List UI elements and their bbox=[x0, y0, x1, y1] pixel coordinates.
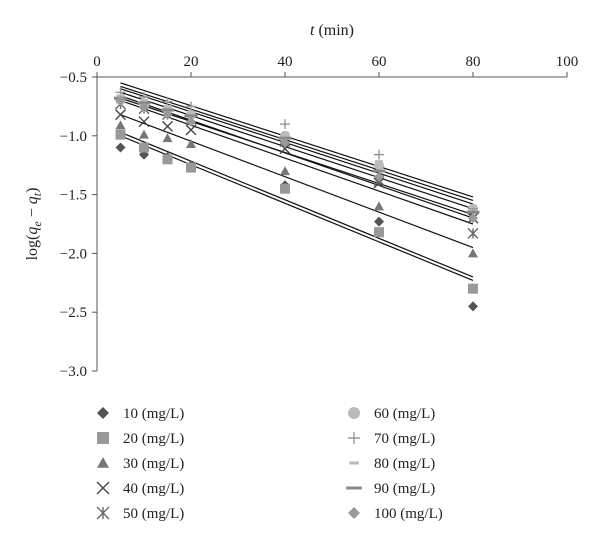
point-x bbox=[162, 120, 173, 132]
legend-label: 80 (mg/L) bbox=[374, 456, 435, 472]
point-dash bbox=[140, 99, 148, 103]
y-tick-label: −1.0 bbox=[60, 129, 87, 145]
point-diamond bbox=[139, 102, 149, 113]
point-square bbox=[139, 142, 149, 153]
point-diamond bbox=[374, 216, 384, 227]
fit-line bbox=[120, 97, 474, 216]
point-square bbox=[186, 162, 196, 173]
point-diamond bbox=[115, 95, 126, 106]
point-diamond bbox=[468, 213, 478, 224]
point-square bbox=[280, 183, 290, 194]
y-tick-label: −2.5 bbox=[60, 305, 87, 321]
point-diamond bbox=[115, 142, 126, 153]
y-axis-title: log(qe − qt) bbox=[24, 188, 44, 261]
point-asterisk bbox=[96, 506, 110, 520]
point-dash bbox=[349, 461, 359, 465]
point-triangle bbox=[97, 457, 109, 468]
point-triangle bbox=[186, 139, 196, 149]
legend-label: 50 (mg/L) bbox=[123, 506, 184, 522]
point-triangle bbox=[139, 129, 149, 139]
legend-label: 100 (mg/L) bbox=[374, 506, 443, 522]
point-square bbox=[162, 154, 173, 165]
x-tick-label: 60 bbox=[372, 54, 387, 70]
point-triangle bbox=[115, 120, 126, 130]
legend-label: 30 (mg/L) bbox=[123, 456, 184, 472]
point-plus bbox=[280, 119, 290, 130]
point-triangle bbox=[162, 133, 173, 143]
x-tick-label: 40 bbox=[278, 54, 293, 70]
legend-label: 40 (mg/L) bbox=[123, 481, 184, 497]
y-tick-label: −2.0 bbox=[60, 246, 87, 262]
fit-lines bbox=[120, 82, 474, 282]
y-tick-label: −3.0 bbox=[60, 364, 87, 380]
point-bar bbox=[346, 486, 362, 490]
point-circle bbox=[348, 407, 360, 419]
point-dash bbox=[163, 104, 172, 108]
point-diamond bbox=[186, 116, 196, 127]
fit-line bbox=[120, 131, 474, 278]
y-tick-label: −1.5 bbox=[60, 188, 87, 204]
point-plus bbox=[186, 101, 196, 112]
fit-line bbox=[120, 91, 474, 210]
point-asterisk bbox=[467, 227, 479, 239]
point-triangle bbox=[280, 166, 290, 176]
point-diamond bbox=[162, 109, 173, 120]
point-x bbox=[96, 481, 110, 495]
point-plus bbox=[348, 432, 360, 444]
legend: 10 (mg/L) 20 (mg/L) 30 (mg/L) 40 (mg/L) 50 (… bbox=[96, 406, 443, 522]
fit-line bbox=[120, 85, 474, 202]
point-diamond bbox=[348, 507, 360, 519]
legend-label: 90 (mg/L) bbox=[374, 481, 435, 497]
legend-label: 70 (mg/L) bbox=[374, 431, 435, 447]
point-dash bbox=[281, 131, 289, 135]
data-points bbox=[114, 87, 480, 312]
point-bar bbox=[466, 210, 480, 214]
legend-label: 10 (mg/L) bbox=[123, 406, 184, 422]
legend-label: 20 (mg/L) bbox=[123, 431, 184, 447]
point-square bbox=[468, 283, 478, 294]
point-x bbox=[185, 124, 197, 136]
point-triangle bbox=[374, 201, 384, 211]
point-bar bbox=[372, 169, 386, 173]
point-plus bbox=[374, 149, 384, 160]
point-square bbox=[374, 227, 384, 238]
fit-line bbox=[120, 88, 474, 205]
fit-line bbox=[120, 82, 474, 198]
point-diamond bbox=[280, 137, 290, 148]
point-diamond bbox=[468, 301, 478, 312]
point-triangle bbox=[468, 248, 478, 258]
point-square bbox=[115, 129, 126, 140]
fit-line bbox=[120, 135, 474, 282]
point-square bbox=[97, 432, 109, 444]
x-tick-label: 20 bbox=[184, 54, 199, 70]
point-diamond bbox=[374, 171, 384, 182]
x-tick-label: 80 bbox=[466, 54, 481, 70]
x-tick-label: 100 bbox=[556, 54, 579, 70]
point-diamond bbox=[97, 407, 109, 419]
point-dash bbox=[469, 204, 477, 208]
fit-line bbox=[120, 99, 474, 225]
point-dash bbox=[187, 110, 195, 114]
point-x bbox=[138, 116, 150, 128]
y-tick-label: −0.5 bbox=[60, 70, 87, 86]
fit-line bbox=[120, 114, 474, 249]
legend-label: 60 (mg/L) bbox=[374, 406, 435, 422]
x-axis-title: t (min) bbox=[310, 22, 354, 39]
point-bar bbox=[184, 114, 198, 118]
point-dash bbox=[375, 160, 383, 164]
chart-axes: 0 20 40 60 80 100 −0.5 −1.0 −1.5 −2.0 −2.5 −3.0 t (m… bbox=[24, 22, 578, 380]
point-x bbox=[115, 109, 126, 121]
x-tick-label: 0 bbox=[93, 54, 101, 70]
